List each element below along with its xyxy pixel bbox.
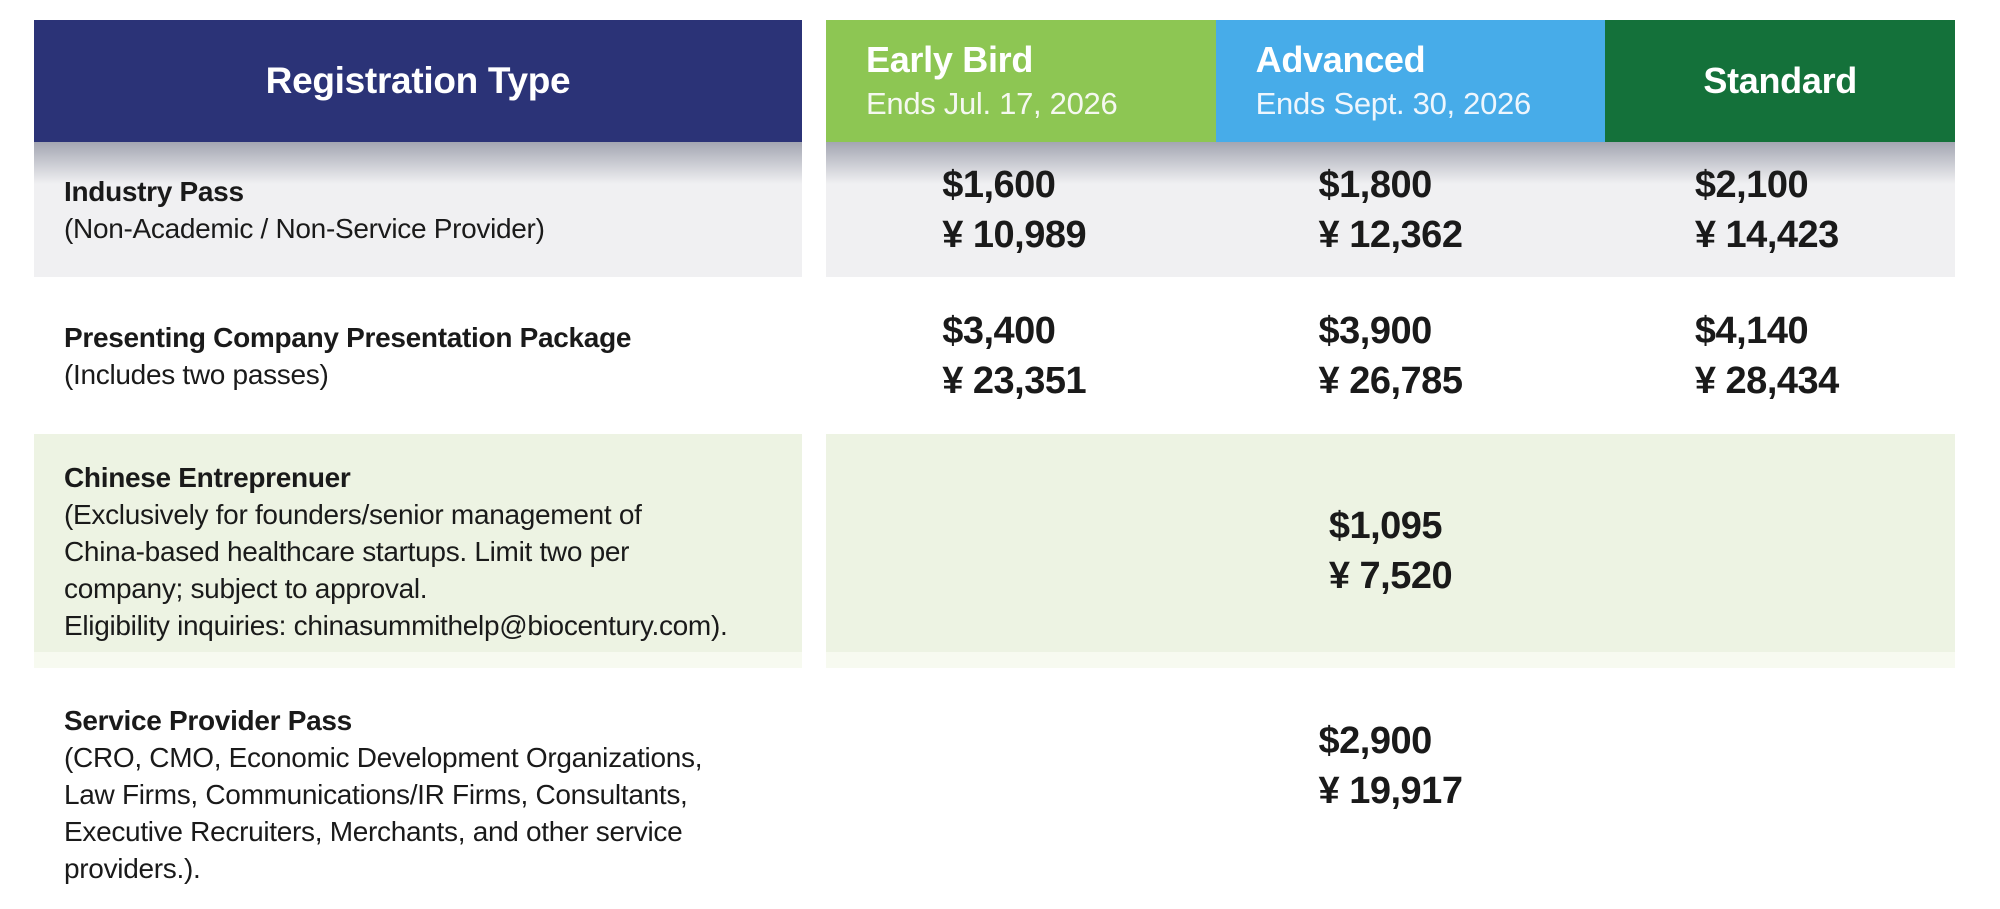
header-early-bird: Early Bird Ends Jul. 17, 2026 [826, 20, 1216, 142]
price-standard: $4,140 ¥ 28,434 [1579, 277, 1955, 434]
column-gap [802, 20, 826, 142]
price-early-bird-empty [826, 434, 1202, 668]
price-cny: ¥ 7,520 [1328, 555, 1453, 597]
price-cny: ¥ 28,434 [1694, 359, 1839, 402]
price-early-bird: $3,400 ¥ 23,351 [826, 277, 1202, 434]
pass-description-line: company; subject to approval. [64, 572, 428, 604]
standard-title: Standard [1703, 60, 1857, 101]
price-group: $2,900 ¥ 19,917 [826, 680, 1955, 909]
table-row-service-provider: Service Provider Pass (CRO, CMO, Economi… [34, 680, 1955, 909]
price-standard-empty [1579, 434, 1955, 668]
pass-description-line: China-based healthcare startups. Limit t… [64, 535, 630, 567]
industry-pass-cell: Industry Pass (Non-Academic / Non-Servic… [34, 142, 802, 277]
registration-type-header-cell: Registration Type [34, 20, 802, 142]
pass-description-line: Eligibility inquiries: chinasummithelp@b… [64, 609, 728, 641]
price-standard-empty [1579, 680, 1955, 909]
price-group: $1,600 ¥ 10,989 $1,800 ¥ 12,362 $2,100 ¥… [826, 142, 1955, 277]
column-gap [802, 680, 826, 909]
price-usd: $2,100 [1694, 163, 1809, 206]
tier-header-group: Early Bird Ends Jul. 17, 2026 Advanced E… [826, 20, 1956, 142]
price-usd: $1,095 [1328, 505, 1443, 547]
price-standard: $2,100 ¥ 14,423 [1579, 142, 1955, 277]
price-advanced: $1,800 ¥ 12,362 [1202, 142, 1578, 277]
chinese-entrepreneur-cell: Chinese Entreprenuer (Exclusively for fo… [34, 434, 802, 668]
price-cny: ¥ 12,362 [1318, 213, 1463, 256]
table-row-industry-pass: Industry Pass (Non-Academic / Non-Servic… [34, 142, 1955, 277]
price-cny: ¥ 10,989 [942, 213, 1087, 256]
pricing-table: Registration Type Early Bird Ends Jul. 1… [34, 20, 1956, 909]
price-usd: $3,900 [1318, 309, 1433, 352]
price-advanced: $1,095 ¥ 7,520 [1202, 434, 1578, 668]
price-cny: ¥ 19,917 [1318, 770, 1463, 812]
pass-description-line: Law Firms, Communications/IR Firms, Cons… [64, 779, 688, 810]
price-usd: $3,400 [942, 309, 1056, 352]
pass-name: Chinese Entreprenuer [64, 461, 351, 493]
pass-name: Presenting Company Presentation Package [64, 321, 632, 353]
service-provider-cell: Service Provider Pass (CRO, CMO, Economi… [34, 680, 802, 909]
early-bird-title: Early Bird [866, 39, 1034, 80]
column-gap [802, 142, 826, 277]
price-usd: $2,900 [1318, 720, 1433, 762]
pass-description-line: (Exclusively for founders/senior managem… [64, 498, 642, 530]
presenting-package-cell: Presenting Company Presentation Package … [34, 277, 802, 434]
price-cny: ¥ 14,423 [1694, 213, 1839, 256]
advanced-deadline: Ends Sept. 30, 2026 [1255, 86, 1532, 121]
pass-description-line: (CRO, CMO, Economic Development Organiza… [64, 742, 703, 773]
registration-type-label: Registration Type [265, 60, 571, 101]
advanced-title: Advanced [1255, 39, 1426, 80]
price-advanced: $2,900 ¥ 19,917 [1202, 680, 1578, 909]
price-early-bird: $1,600 ¥ 10,989 [826, 142, 1202, 277]
pass-description-line: Executive Recruiters, Merchants, and oth… [64, 816, 683, 847]
column-gap [802, 434, 826, 668]
price-cny: ¥ 23,351 [942, 359, 1087, 402]
pass-description-line: providers.). [64, 853, 201, 884]
price-group: $1,095 ¥ 7,520 [826, 434, 1955, 668]
table-row-chinese-entrepreneur: Chinese Entreprenuer (Exclusively for fo… [34, 434, 1955, 668]
price-advanced: $3,900 ¥ 26,785 [1202, 277, 1578, 434]
header-advanced: Advanced Ends Sept. 30, 2026 [1215, 20, 1606, 142]
table-header-row: Registration Type Early Bird Ends Jul. 1… [34, 20, 1956, 142]
price-early-bird-empty [826, 680, 1202, 909]
pass-description: (Includes two passes) [64, 358, 329, 390]
pass-description: (Non-Academic / Non-Service Provider) [64, 212, 545, 244]
row-spacer [34, 668, 1955, 680]
header-standard: Standard [1605, 20, 1956, 142]
price-usd: $1,600 [942, 163, 1056, 206]
price-usd: $1,800 [1318, 163, 1433, 206]
price-usd: $4,140 [1694, 309, 1809, 352]
price-group: $3,400 ¥ 23,351 $3,900 ¥ 26,785 $4,140 ¥… [826, 277, 1955, 434]
pass-name: Service Provider Pass [64, 705, 352, 736]
pass-name: Industry Pass [64, 175, 244, 207]
price-cny: ¥ 26,785 [1318, 359, 1463, 402]
column-gap [802, 277, 826, 434]
early-bird-deadline: Ends Jul. 17, 2026 [866, 86, 1118, 121]
table-row-presenting-package: Presenting Company Presentation Package … [34, 277, 1955, 434]
